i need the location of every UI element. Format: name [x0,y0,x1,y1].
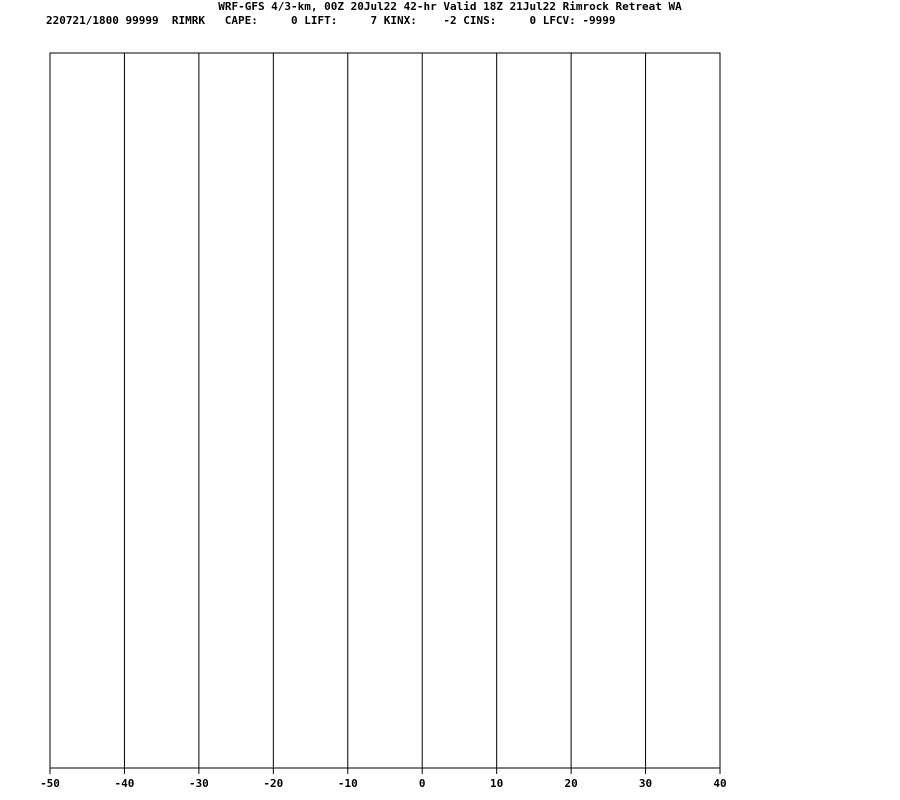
x-tick-label: 0 [419,777,426,790]
x-tick-label: -40 [115,777,135,790]
chart-header-line1: WRF-GFS 4/3-km, 00Z 20Jul22 42-hr Valid … [218,0,682,13]
x-tick-label: 30 [639,777,652,790]
plot-frame [49,52,721,769]
x-tick-label: -50 [40,777,60,790]
chart-header-line2: 220721/1800 99999 RIMRK CAPE: 0 LIFT: 7 … [46,14,616,27]
x-tick-label: -20 [263,777,283,790]
grid-lines [49,52,721,774]
tick-labels: -50-40-30-20-100102030404005006007008009… [40,777,727,790]
x-tick-label: -30 [189,777,209,790]
x-tick-label: 40 [713,777,726,790]
x-tick-label: 10 [490,777,503,790]
x-tick-label: 20 [564,777,577,790]
x-tick-label: -10 [338,777,358,790]
